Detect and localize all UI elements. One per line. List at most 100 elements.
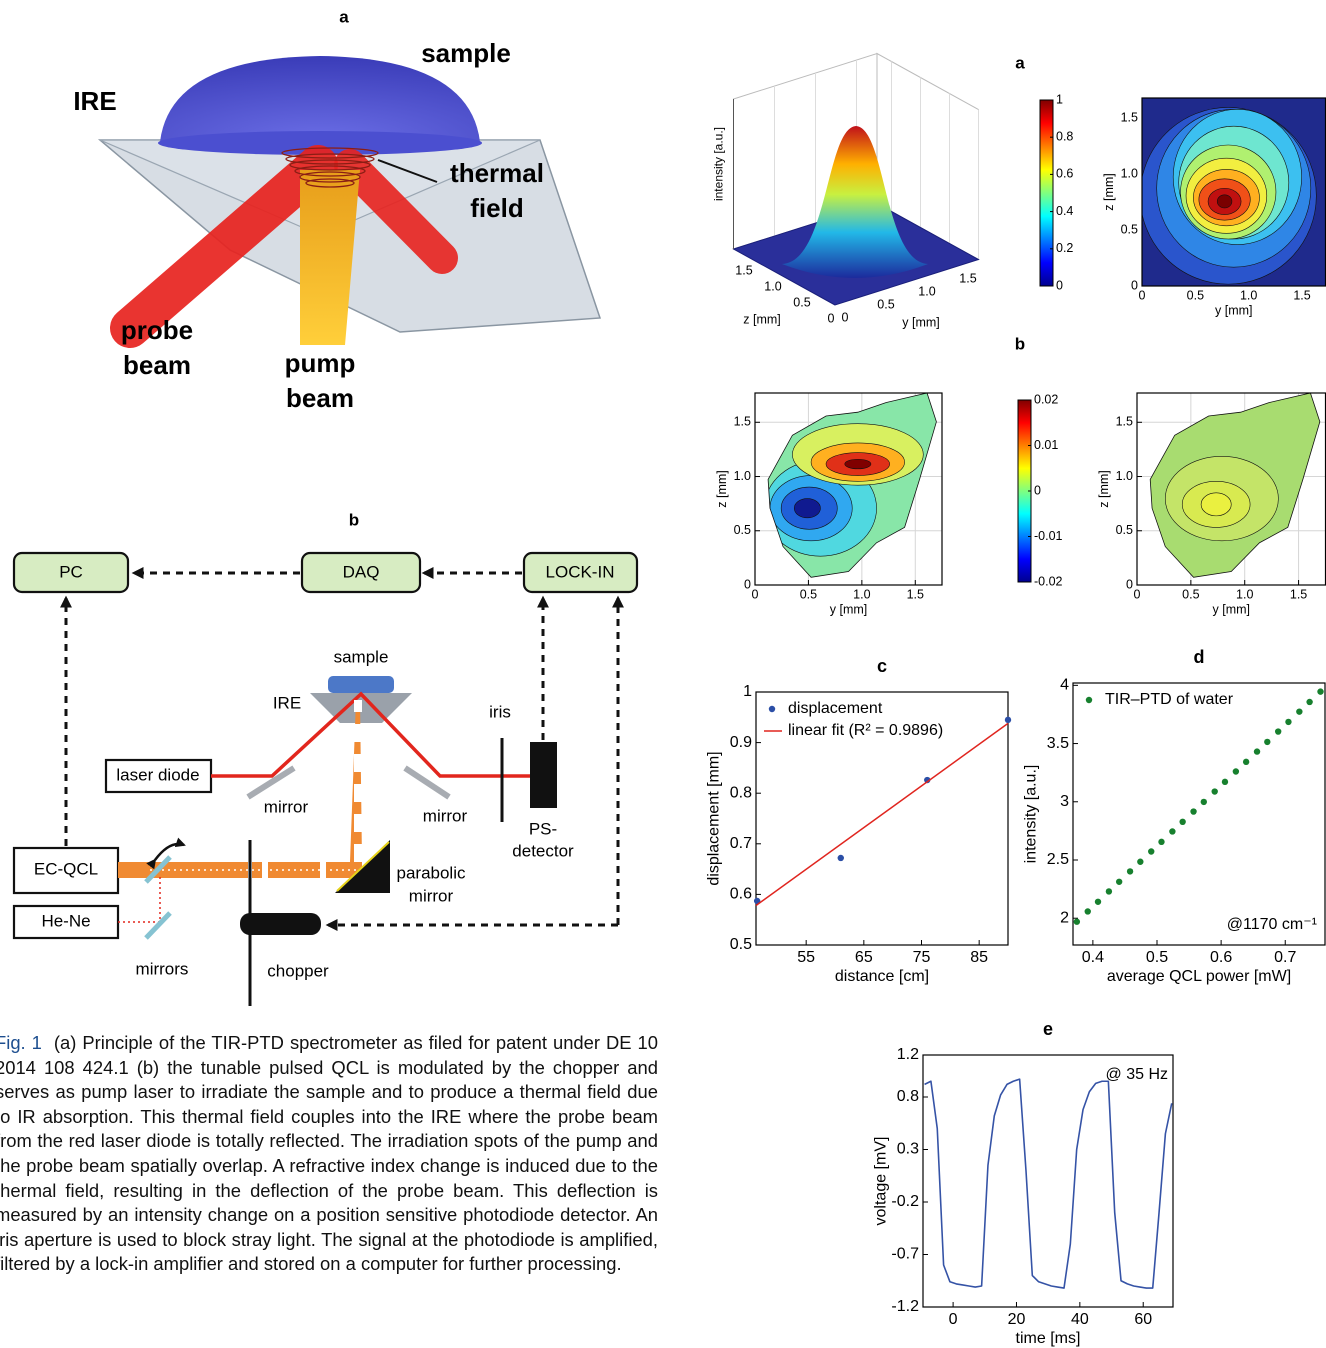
iris-label: iris [489,702,511,721]
figure-right: a b 1.5 1.0 0.5 0 0 0.5 1.0 1.5 intensity [a.u.]… [706,52,1326,1347]
x-tick-label: 85 [970,949,988,966]
legend-label: displacement [788,700,883,717]
rotation-arrow [146,837,186,870]
x-tick-label: 0 [752,587,759,601]
probe-beam-label: beam [123,350,191,380]
data-point [1169,828,1176,835]
contour-level [1200,492,1232,517]
y-tick-label: 1.0 [1121,166,1138,180]
x-tick-label: 65 [855,949,873,966]
colorbar-tick-label: 0.02 [1034,392,1058,406]
plot-frame [922,1054,1174,1308]
x-axis-label: average QCL power [mW] [1107,968,1291,985]
data-point [1296,708,1303,715]
data-point [1221,778,1229,786]
panel-label: b [1015,334,1025,353]
x-tick-label: 0.4 [1082,949,1104,966]
colorbar: -0.02 -0.01 0 0.01 0.02 [1017,392,1063,588]
ps-detector-label: PS- [529,819,557,838]
data-point [1232,768,1240,775]
chart: 0.4 0.5 0.6 0.7 2 2.5 3 3.5 4 average QCL power [… [1023,647,1326,985]
thermal-field-label: thermal [450,158,544,188]
y-axis-label: intensity [a.u.] [1023,765,1040,864]
y-tick-label: 1.2 [897,1046,919,1063]
y-tick-label: 2 [1060,909,1069,926]
y-tick-label: 1.5 [734,415,751,429]
data-point [1242,758,1250,766]
x-tick-label: 0.7 [1274,949,1296,966]
x-tick-label: 1.5 [907,587,924,601]
x-axis-label: y [mm] [830,602,868,616]
contour-panel: 0 0.5 1.0 1.5 0 0.5 1.0 1.5 y [mm] z [mm] [715,392,943,616]
x-axis-label: z [mm] [743,312,781,326]
pump-beam [300,170,360,345]
x-tick-label: 60 [1134,1311,1152,1328]
plot-frame [1072,682,1326,946]
colorbar-tick-label: 0.8 [1056,129,1073,143]
data-point [924,776,931,784]
data-point [1179,818,1186,826]
ire-label: IRE [73,86,116,116]
chopper [240,913,321,935]
parabolic-mirror-label: mirror [409,886,454,905]
data-point [753,897,761,905]
contour-level [1216,194,1233,209]
y-tick-label: 0.8 [730,784,752,801]
chart: 0 20 40 60 -1.2 -0.7 -0.2 0.3 0.8 1.2 time [ms] vol… [873,1019,1174,1347]
pc-box [12,551,130,594]
x-tick-label: 0 [1139,288,1146,302]
data-point [1126,868,1134,875]
x-axis-label: time [ms] [1016,1330,1081,1347]
x-tick-label: 1.0 [1240,288,1257,302]
box-label: PC [59,562,83,581]
box-label: EC-QCL [34,859,98,878]
chart: 55 65 75 85 0.5 0.6 0.7 0.8 0.9 1 distance [cm] dis… [706,656,1012,985]
sample-base [158,131,482,155]
chart-title: e [1043,1019,1053,1039]
z-tick-label: 0.5 [793,295,810,309]
daq-box [300,551,422,594]
surface-peak [782,126,928,278]
colorbar-tick-label: -0.02 [1034,574,1063,588]
mirror [403,765,451,800]
panel-label: a [1015,53,1025,72]
y-tick-label: 1.5 [1121,110,1138,124]
chart-title: c [877,656,887,676]
x-tick-label: 40 [1071,1311,1089,1328]
caption-label: Fig. 1 [0,1032,42,1053]
probe-beam-label: probe [121,315,193,345]
x-axis-label: distance [cm] [835,968,929,985]
caption: Fig. 1 (a) Principle of the TIR-PTD spec… [0,1031,658,1277]
colorbar-tick-label: 0.2 [1056,241,1073,255]
y-tick-label: 0.5 [734,523,751,537]
y-tick-label: 0.3 [897,1141,919,1158]
data-point [1285,718,1292,726]
colorbar: 0 0.2 0.4 0.6 0.8 1 [1039,92,1073,292]
mirror-label: mirror [423,806,468,825]
contour-outline [767,392,937,578]
legend-label: linear fit (R² = 0.9896) [788,722,943,739]
pump-beam-label: beam [286,383,354,413]
legend-marker [768,705,776,713]
x-tick-label: 75 [913,949,931,966]
y-tick-label: 0.9 [730,734,752,751]
box-label: LOCK-IN [546,562,615,581]
data-point [1306,698,1313,706]
y-tick-label: -1.2 [891,1298,919,1315]
mirror [144,911,172,940]
x-tick-label: 0.5 [1146,949,1168,966]
y-tick-label: 2.5 [1047,851,1069,868]
he-ne-box [12,904,120,940]
box-label: DAQ [343,562,380,581]
y-tick-label: 3.5 [1047,735,1069,752]
y-tick-label: -0.2 [891,1193,919,1210]
annotation: @1170 cm⁻¹ [1227,916,1317,933]
thermal-field-label: field [470,193,523,223]
y-tick-label: 3 [1060,793,1069,810]
colorbar-tick-label: -0.01 [1034,529,1063,543]
y-axis-label: z [mm] [1097,470,1111,508]
data-line [924,1078,1173,1289]
colorbar-tick-label: 0 [1034,483,1041,497]
sample-label: sample [421,38,511,68]
